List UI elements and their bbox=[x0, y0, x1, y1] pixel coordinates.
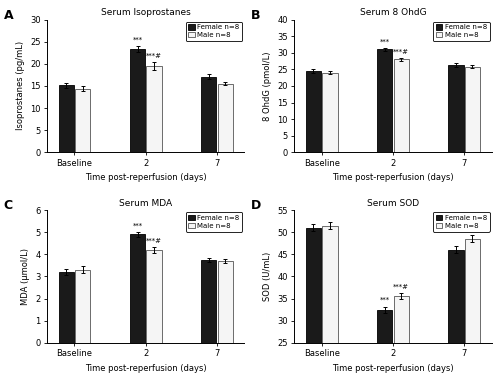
Y-axis label: Isoprostanes (pg/mL): Isoprostanes (pg/mL) bbox=[16, 42, 24, 131]
Text: ***#: ***# bbox=[393, 284, 409, 290]
Bar bbox=[218, 261, 233, 343]
Title: Serum SOD: Serum SOD bbox=[367, 199, 419, 208]
Bar bbox=[201, 77, 216, 152]
Bar bbox=[306, 71, 321, 152]
Title: Serum 8 OhdG: Serum 8 OhdG bbox=[360, 8, 426, 17]
X-axis label: Time post-reperfusion (days): Time post-reperfusion (days) bbox=[85, 364, 206, 373]
Bar bbox=[322, 226, 338, 381]
Text: D: D bbox=[251, 199, 261, 212]
Bar bbox=[377, 50, 392, 152]
Title: Serum Isoprostanes: Serum Isoprostanes bbox=[101, 8, 190, 17]
Text: A: A bbox=[4, 9, 14, 22]
Text: ***: *** bbox=[132, 37, 142, 43]
Text: ***: *** bbox=[132, 223, 142, 228]
Bar bbox=[218, 84, 233, 152]
Text: ***: *** bbox=[380, 297, 390, 303]
Text: C: C bbox=[4, 199, 13, 212]
X-axis label: Time post-reperfusion (days): Time post-reperfusion (days) bbox=[85, 173, 206, 182]
Bar bbox=[465, 239, 480, 381]
X-axis label: Time post-reperfusion (days): Time post-reperfusion (days) bbox=[332, 364, 454, 373]
Text: ***#: ***# bbox=[146, 53, 162, 59]
Text: B: B bbox=[251, 9, 260, 22]
Bar bbox=[465, 67, 480, 152]
X-axis label: Time post-reperfusion (days): Time post-reperfusion (days) bbox=[332, 173, 454, 182]
Text: ***#: ***# bbox=[393, 49, 409, 55]
Bar bbox=[394, 296, 409, 381]
Bar bbox=[377, 310, 392, 381]
Bar bbox=[146, 250, 162, 343]
Text: ***: *** bbox=[380, 38, 390, 45]
Legend: Female n=8, Male n=8: Female n=8, Male n=8 bbox=[433, 212, 490, 232]
Bar bbox=[146, 66, 162, 152]
Y-axis label: 8 OhdG (pmol/L): 8 OhdG (pmol/L) bbox=[263, 51, 272, 121]
Y-axis label: MDA (μmol/L): MDA (μmol/L) bbox=[21, 248, 30, 305]
Y-axis label: SOD (U/mL): SOD (U/mL) bbox=[263, 252, 272, 301]
Bar bbox=[322, 73, 338, 152]
Bar bbox=[448, 250, 464, 381]
Bar bbox=[130, 234, 145, 343]
Bar bbox=[394, 59, 409, 152]
Bar bbox=[306, 228, 321, 381]
Legend: Female n=8, Male n=8: Female n=8, Male n=8 bbox=[433, 22, 490, 41]
Bar bbox=[130, 49, 145, 152]
Bar bbox=[201, 260, 216, 343]
Bar bbox=[448, 65, 464, 152]
Legend: Female n=8, Male n=8: Female n=8, Male n=8 bbox=[186, 212, 242, 232]
Legend: Female n=8, Male n=8: Female n=8, Male n=8 bbox=[186, 22, 242, 41]
Bar bbox=[75, 270, 90, 343]
Bar bbox=[58, 272, 74, 343]
Bar bbox=[58, 85, 74, 152]
Text: ***#: ***# bbox=[146, 238, 162, 244]
Bar bbox=[75, 89, 90, 152]
Title: Serum MDA: Serum MDA bbox=[119, 199, 172, 208]
